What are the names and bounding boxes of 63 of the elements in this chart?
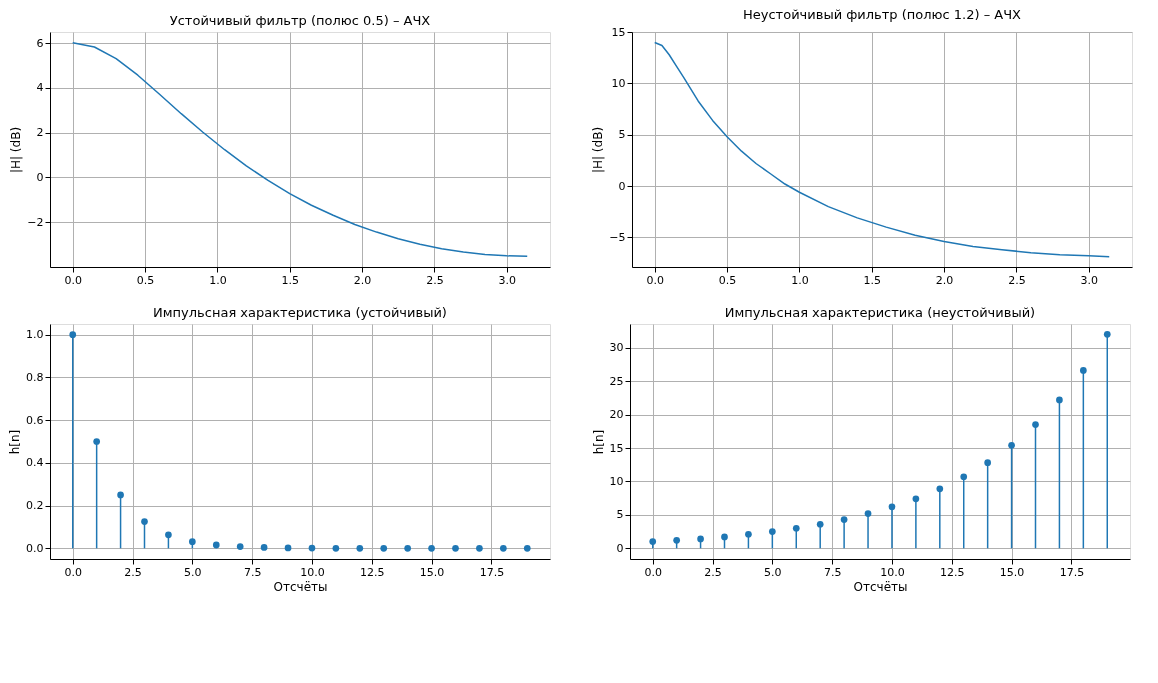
y-tick-label: 0.6 [26, 413, 44, 427]
y-tick-label: 5 [618, 128, 626, 142]
x-tick-label: 0.0 [64, 565, 82, 579]
x-tick-label: 1.0 [791, 273, 809, 287]
y-tick-label: 1.0 [26, 328, 44, 342]
y-tick-label: 4 [36, 81, 44, 95]
x-tick-label: 12.5 [360, 565, 385, 579]
y-tick-label: 6 [36, 36, 44, 50]
y-axis-title: |H| (dB) [9, 126, 24, 174]
x-tick-label: 1.5 [863, 273, 881, 287]
x-tick-label: 7.5 [823, 565, 842, 579]
x-tick-label: 2.5 [426, 273, 444, 287]
y-tick-label: 0.8 [26, 370, 44, 384]
x-tick-label: 17.5 [479, 565, 505, 579]
y-tick-label: 0 [616, 541, 624, 555]
y-tick-label: 2 [36, 126, 44, 140]
x-tick-label: 5.0 [764, 565, 782, 579]
y-tick-label: 10 [611, 76, 626, 90]
chart-title: Устойчивый фильтр (полюс 0.5) – АЧХ [169, 13, 431, 28]
x-tick-label: 2.0 [353, 273, 372, 287]
x-tick-label: 5.0 [184, 565, 202, 579]
x-tick-label: 2.5 [704, 565, 722, 579]
x-tick-label: 15.0 [419, 565, 445, 579]
y-tick-label: 15 [611, 25, 626, 39]
x-tick-label: 10.0 [880, 565, 905, 579]
y-tick-label: 0.0 [26, 541, 44, 555]
x-axis-title: Отсчёты [273, 579, 328, 594]
x-tick-label: 1.5 [281, 273, 299, 287]
chart-title: Неустойчивый фильтр (полюс 1.2) – АЧХ [743, 7, 1022, 23]
y-tick-label: 0.2 [26, 499, 44, 513]
x-tick-label: 2.5 [1008, 273, 1026, 287]
x-tick-label: 7.5 [243, 565, 262, 579]
y-tick-label: 0.4 [26, 456, 44, 470]
y-axis-title: h[n] [591, 429, 606, 455]
x-tick-label: 2.5 [124, 565, 142, 579]
chart-title: Импульсная характеристика (устойчивый) [153, 305, 447, 320]
y-axis-title: |H| (dB) [591, 126, 606, 174]
x-tick-label: 0.0 [646, 273, 664, 287]
x-tick-label: 0.0 [644, 565, 662, 579]
x-tick-label: 0.0 [64, 273, 82, 287]
y-tick-label: 15 [609, 441, 624, 455]
x-tick-label: 10.0 [300, 565, 325, 579]
x-tick-label: 0.5 [136, 273, 155, 287]
x-tick-label: 1.0 [209, 273, 227, 287]
y-tick-label: 0 [618, 179, 626, 193]
x-tick-label: 17.5 [1059, 565, 1085, 579]
y-tick-label: 5 [616, 508, 624, 522]
y-tick-label: 30 [609, 341, 624, 355]
y-tick-label: 10 [609, 474, 624, 488]
x-tick-label: 15.0 [999, 565, 1025, 579]
x-tick-label: 3.0 [1080, 273, 1098, 287]
y-axis-title: h[n] [8, 429, 23, 455]
y-tick-label: 0 [36, 170, 44, 184]
x-tick-label: 12.5 [940, 565, 965, 579]
x-axis-title: Отсчёты [853, 579, 908, 594]
x-tick-label: 2.0 [935, 273, 954, 287]
y-tick-label: 25 [609, 374, 624, 388]
x-tick-label: 3.0 [498, 273, 516, 287]
y-tick-label: −2 [27, 215, 44, 229]
chart-title: Импульсная характеристика (неустойчивый) [724, 305, 1036, 320]
x-tick-label: 0.5 [718, 273, 737, 287]
y-tick-label: 20 [609, 408, 624, 422]
y-tick-label: −5 [609, 230, 626, 244]
